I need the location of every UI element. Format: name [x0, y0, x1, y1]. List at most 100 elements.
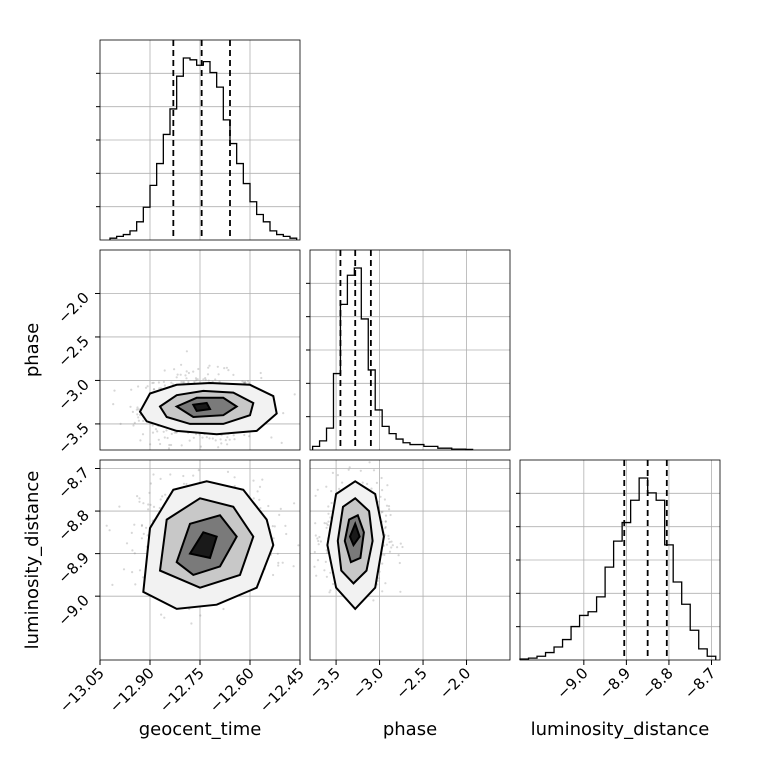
scatter-point	[282, 412, 285, 415]
scatter-point	[315, 574, 318, 577]
histogram-phase	[311, 267, 474, 451]
scatter-point	[313, 565, 316, 568]
scatter-point	[152, 388, 155, 391]
scatter-point	[192, 370, 195, 373]
scatter-point	[384, 520, 387, 523]
scatter-point	[170, 432, 173, 435]
xtick-label-phase-3: −2.0	[436, 664, 474, 702]
contours-phase-vs-geocent-time	[138, 381, 278, 436]
scatter-point	[192, 436, 195, 439]
scatter-point	[173, 431, 176, 434]
scatter-point	[193, 380, 196, 383]
scatter-point	[226, 436, 229, 439]
scatter-point	[325, 485, 328, 488]
scatter-point	[138, 500, 141, 503]
scatter-point	[384, 582, 387, 585]
scatter-point	[388, 550, 392, 553]
scatter-point	[222, 607, 225, 611]
scatter-point	[144, 386, 148, 389]
scatter-point	[207, 379, 210, 382]
scatter-point	[137, 408, 140, 411]
xtick-label-luminosity-distance-3: −8.7	[681, 664, 719, 702]
contours-ld-vs-phase	[326, 480, 385, 611]
scatter-point	[118, 505, 121, 508]
scatter-point	[242, 381, 245, 384]
scatter-point	[142, 532, 145, 536]
scatter-point	[140, 537, 143, 540]
scatter-point	[246, 380, 250, 383]
scatter-point	[372, 599, 375, 602]
scatter-point	[336, 474, 339, 477]
scatter-point	[273, 525, 276, 528]
scatter-point	[252, 479, 255, 482]
scatter-point	[136, 495, 139, 498]
scatter-point	[314, 522, 317, 525]
panel-hist-geocent-time	[99, 39, 301, 241]
scatter-point	[182, 381, 185, 384]
scatter-point	[359, 469, 362, 472]
scatter-point	[151, 431, 155, 434]
scatter-point	[137, 419, 140, 422]
grid	[100, 40, 300, 240]
scatter-point	[397, 554, 400, 557]
scatter-point	[187, 371, 190, 375]
xtick-label-luminosity-distance-2: −8.8	[638, 664, 676, 702]
scatter-point	[377, 577, 381, 580]
scatter-point	[185, 350, 188, 353]
scatter-point	[180, 380, 183, 384]
scatter-point	[133, 523, 136, 526]
scatter-point	[188, 439, 191, 442]
scatter-point	[197, 367, 200, 371]
scatter-point	[223, 367, 226, 370]
scatter-point	[259, 507, 262, 510]
scatter-point	[388, 508, 391, 511]
scatter-point	[384, 514, 388, 517]
scatter-point	[325, 522, 328, 525]
scatter-point	[329, 589, 332, 592]
scatter-point	[317, 543, 320, 546]
scatter-point	[142, 502, 145, 505]
scatter-point	[157, 438, 160, 441]
scatter-point	[197, 469, 200, 472]
quantile-lines-geocent-time	[172, 40, 231, 240]
scatter-point	[146, 385, 149, 388]
scatter-point	[135, 408, 138, 411]
scatter-point	[348, 466, 351, 469]
scatter-point	[380, 476, 383, 480]
scatter-point	[159, 477, 162, 480]
scatter-point	[330, 501, 333, 505]
scatter-point	[176, 373, 179, 376]
scatter-point	[398, 561, 401, 565]
scatter-point	[280, 441, 283, 444]
scatter-point	[227, 369, 230, 372]
scatter-point	[131, 549, 134, 552]
scatter-point	[384, 527, 387, 530]
scatter-point	[165, 429, 168, 432]
scatter-point	[324, 560, 327, 564]
scatter-point	[157, 381, 160, 384]
scatter-point	[314, 534, 317, 537]
scatter-point	[133, 552, 136, 555]
scatter-point	[173, 368, 176, 371]
contour-level-4	[348, 520, 361, 548]
scatter-point	[259, 371, 262, 375]
scatter-point	[182, 474, 185, 478]
frame-phase-vs-geocent-time	[99, 249, 301, 451]
scatter-point	[216, 365, 219, 368]
scatter-point	[182, 482, 186, 485]
scatter-point	[341, 481, 344, 484]
scatter-point	[111, 583, 114, 587]
grid	[520, 460, 720, 660]
scatter-point	[399, 590, 402, 593]
scatter-point	[329, 516, 332, 519]
scatter-point	[194, 377, 198, 380]
scatter-point	[285, 532, 288, 536]
scatter-point	[199, 445, 202, 448]
ytick-label-luminosity-distance-2: −8.8	[54, 506, 92, 544]
xtick-label-geocent-time-0: −13.05	[56, 664, 108, 716]
scatter-point	[204, 378, 207, 381]
scatter-point	[325, 549, 328, 552]
scatter-point	[139, 439, 142, 442]
scatter-point	[108, 529, 111, 532]
